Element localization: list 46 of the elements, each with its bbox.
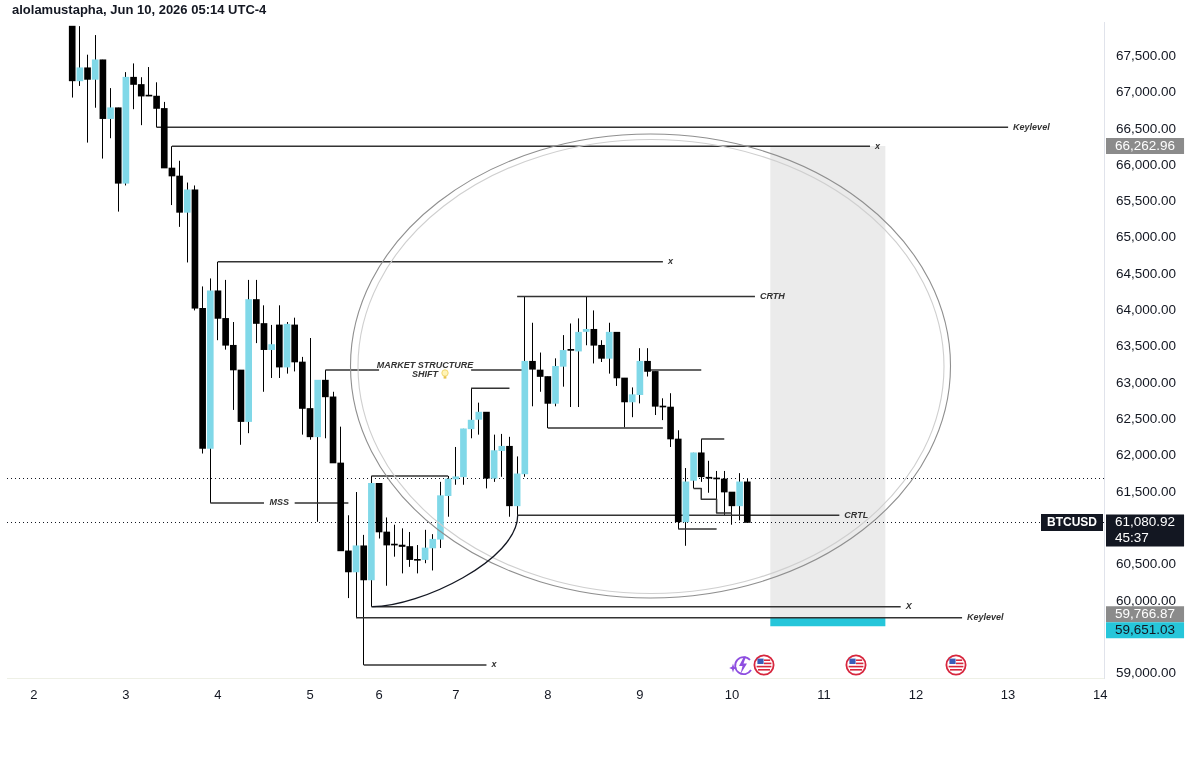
- x-tick-label: 14: [1092, 687, 1108, 703]
- text: 45:37: [1115, 530, 1149, 546]
- x-tick-label: 13: [1000, 687, 1016, 703]
- y-tick-label: 65,000.00: [1116, 229, 1177, 245]
- x-tick-label: 11: [817, 687, 831, 703]
- y-tick-label: 66,000.00: [1116, 156, 1177, 172]
- y-tick-label: 63,500.00: [1116, 338, 1177, 354]
- y-tick-label: 60,000.00: [1116, 592, 1177, 608]
- x-tick-label: 4: [214, 687, 222, 703]
- x-tick-label: 3: [122, 687, 130, 703]
- series-label: MSS: [269, 497, 290, 508]
- y-tick-label: 63,000.00: [1116, 374, 1177, 390]
- series-label: X: [904, 601, 913, 612]
- x-tick-label: 6: [375, 687, 383, 703]
- x-tick-label: 9: [636, 687, 644, 703]
- y-tick-label: 59,000.00: [1116, 665, 1177, 681]
- y-tick-label: 64,000.00: [1116, 302, 1177, 318]
- x-tick-label: 2: [30, 687, 38, 703]
- x-tick-label: 12: [908, 687, 924, 703]
- series-label: x: [874, 140, 882, 151]
- series-label: x: [666, 256, 674, 267]
- y-tick-label: 59,766.87: [1115, 605, 1176, 621]
- ref-line-label: 61,080.92: [1115, 514, 1176, 530]
- y-tick-label: 66,262.96: [1115, 137, 1176, 153]
- annotation: BTCUSD: [1047, 514, 1098, 529]
- y-tick-label: 67,000.00: [1116, 84, 1177, 100]
- x-tick-label: 5: [306, 687, 314, 703]
- series-label: CRTL: [844, 509, 869, 520]
- series-label: Keylevel: [1013, 121, 1051, 132]
- x-tick-label: 10: [724, 687, 740, 703]
- y-tick-label: 59,651.03: [1115, 621, 1176, 637]
- x-tick-label: 8: [544, 687, 552, 703]
- series-label: Keylevel: [967, 612, 1005, 623]
- y-tick-label: 62,000.00: [1116, 447, 1177, 463]
- series-label: CRTH: [759, 291, 786, 302]
- chart-title: alolamustapha, Jun 10, 2026 05:14 UTC-4: [12, 2, 267, 17]
- series-label: MARKET STRUCTURE SHIFT: [376, 359, 475, 380]
- y-tick-label: 61,500.00: [1116, 483, 1177, 499]
- y-tick-label: 66,500.00: [1116, 120, 1177, 136]
- y-tick-label: 64,500.00: [1116, 265, 1177, 281]
- y-tick-label: 60,500.00: [1116, 556, 1177, 572]
- y-tick-label: 67,500.00: [1116, 47, 1177, 63]
- series-label: x: [490, 659, 498, 670]
- y-tick-label: 65,500.00: [1116, 193, 1177, 209]
- y-tick-label: 62,500.00: [1116, 411, 1177, 427]
- x-tick-label: 7: [452, 687, 460, 703]
